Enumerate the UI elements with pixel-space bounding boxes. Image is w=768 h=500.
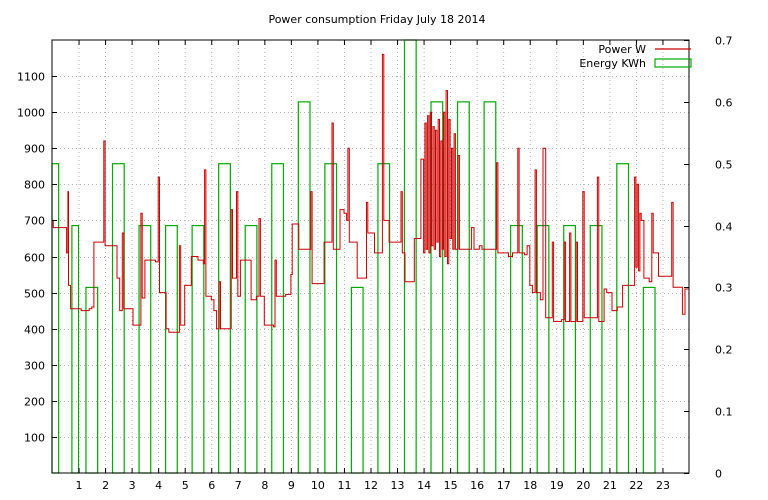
y-right-tick-label-0.3: 0.3 <box>715 282 733 295</box>
energy-bar-1 <box>71 224 80 474</box>
y-left-tick-label-300: 300 <box>24 360 45 373</box>
x-tick-label-7: 7 <box>235 479 242 492</box>
x-tick-label-18: 18 <box>523 479 537 492</box>
grid <box>52 40 689 473</box>
y-right-tick-label-0.6: 0.6 <box>715 97 733 110</box>
x-tick-label-6: 6 <box>208 479 215 492</box>
x-tick-label-14: 14 <box>417 479 431 492</box>
energy-bar-10 <box>297 101 311 474</box>
y-left-tick-label-600: 600 <box>24 252 45 265</box>
y-right-tick-label-0.2: 0.2 <box>715 344 733 357</box>
y-left-tick-label-700: 700 <box>24 215 45 228</box>
chart-title: Power consumption Friday July 18 2014 <box>268 13 485 26</box>
x-tick-label-2: 2 <box>102 479 109 492</box>
y-right-tick-label-0.1: 0.1 <box>715 406 733 419</box>
x-tick-label-9: 9 <box>288 479 295 492</box>
energy-bar-11 <box>324 163 338 474</box>
legend-label-energy: Energy KWh <box>579 57 646 70</box>
legend: Power W Energy KWh <box>579 43 692 70</box>
y-left-tick-label-900: 900 <box>24 143 45 156</box>
y-axis-right: 0 0.1 0.2 0.3 0.4 0.5 0.6 0.7 <box>684 35 733 481</box>
y-left-tick-label-1000: 1000 <box>17 107 45 120</box>
x-tick-label-3: 3 <box>129 479 136 492</box>
y-left-tick-label-1100: 1100 <box>17 71 45 84</box>
x-tick-label-17: 17 <box>497 479 511 492</box>
y-left-tick-label-200: 200 <box>24 396 45 409</box>
x-tick-label-4: 4 <box>155 479 162 492</box>
x-tick-label-8: 8 <box>261 479 268 492</box>
energy-bar-21 <box>589 224 603 474</box>
power-series-path <box>52 53 690 333</box>
x-tick-label-5: 5 <box>182 479 189 492</box>
energy-bar-17 <box>483 101 497 474</box>
y-right-tick-label-0.4: 0.4 <box>715 221 733 234</box>
x-tick-label-21: 21 <box>603 479 617 492</box>
legend-label-power: Power W <box>598 43 646 56</box>
y-left-tick-label-500: 500 <box>24 288 45 301</box>
power-line <box>52 53 690 333</box>
x-tick-label-19: 19 <box>550 479 564 492</box>
y-left-tick-label-800: 800 <box>24 179 45 192</box>
legend-swatch-energy <box>654 58 692 68</box>
energy-bar-6 <box>191 224 205 474</box>
energy-bar-5 <box>164 224 178 474</box>
x-tick-label-23: 23 <box>656 479 670 492</box>
y-right-tick-label-0: 0 <box>715 468 722 481</box>
energy-bar-22 <box>616 163 630 474</box>
x-axis: 1 2 3 4 5 6 7 8 9 10 11 12 13 14 15 16 17 18 19 20 21 22 23 <box>76 40 670 492</box>
energy-bar-18 <box>510 224 523 474</box>
x-tick-label-11: 11 <box>337 479 351 492</box>
x-tick-label-22: 22 <box>629 479 643 492</box>
plot-border <box>51 39 690 474</box>
x-tick-label-16: 16 <box>470 479 484 492</box>
x-tick-label-12: 12 <box>364 479 378 492</box>
y-right-tick-label-0.7: 0.7 <box>715 35 733 48</box>
x-tick-label-13: 13 <box>391 479 405 492</box>
energy-bar-3 <box>111 163 125 474</box>
energy-bar-12 <box>350 286 364 474</box>
y-right-tick-label-0.5: 0.5 <box>715 159 733 172</box>
x-tick-label-15: 15 <box>444 479 458 492</box>
y-left-tick-label-100: 100 <box>24 432 45 445</box>
y-axis-left: 100 200 300 400 500 600 700 800 900 1000 1100 <box>17 71 57 445</box>
x-tick-label-10: 10 <box>311 479 325 492</box>
x-tick-label-20: 20 <box>576 479 590 492</box>
y-left-tick-label-400: 400 <box>24 324 45 337</box>
x-tick-label-1: 1 <box>76 479 83 492</box>
energy-bar-0 <box>51 163 60 474</box>
energy-bar-9 <box>271 163 285 474</box>
energy-bar-2 <box>85 286 99 474</box>
energy-bar-23 <box>642 286 656 474</box>
